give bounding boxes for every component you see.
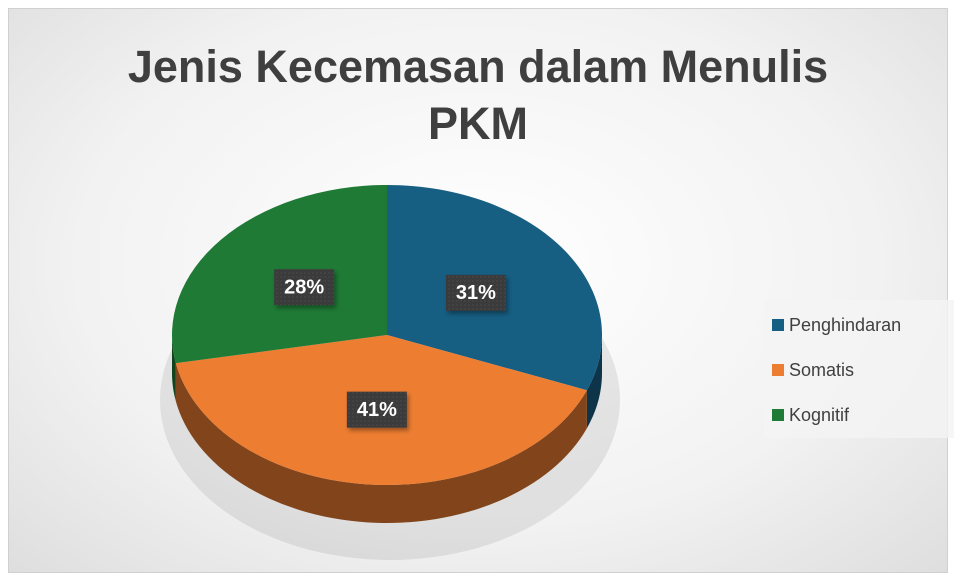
data-label: 41%: [357, 399, 397, 421]
legend-label: Penghindaran: [789, 315, 901, 335]
legend-swatch: [772, 364, 784, 376]
legend-box: [764, 300, 954, 438]
slice-side: [586, 335, 602, 429]
data-label: 28%: [284, 276, 324, 298]
legend-label: Somatis: [789, 360, 854, 380]
slice-side: [175, 363, 587, 523]
legend-label: Kognitif: [789, 405, 850, 425]
data-label-box: [346, 391, 407, 428]
legend-swatch: [772, 319, 784, 331]
legend-swatch: [772, 409, 784, 421]
data-label-box: [445, 274, 506, 311]
data-label: 31%: [456, 282, 496, 304]
data-label-box: [274, 269, 335, 306]
slice-side: [172, 335, 176, 402]
chart-title: Jenis Kecemasan dalam Menulis PKM: [127, 41, 829, 149]
